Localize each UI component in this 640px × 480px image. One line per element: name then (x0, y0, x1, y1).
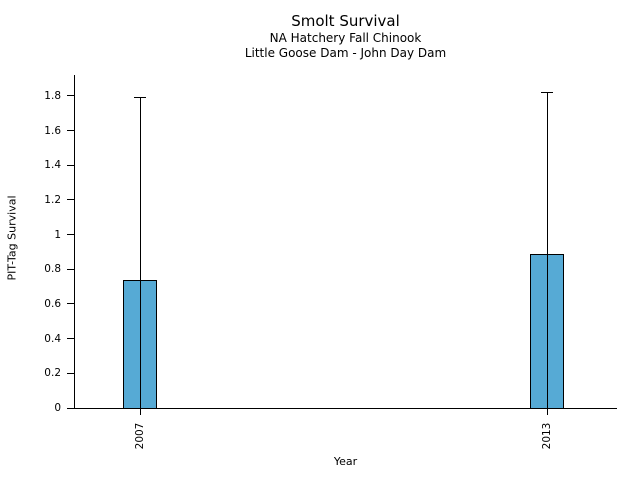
y-axis-tick (67, 130, 74, 131)
y-axis-tick-label: 0.4 (44, 332, 61, 345)
x-axis-spine (74, 408, 617, 409)
y-axis-tick (67, 372, 74, 374)
x-axis-label: Year (333, 455, 358, 468)
x-axis-tick (546, 409, 548, 415)
error-bar-cap (134, 97, 146, 99)
error-bar-cap (541, 91, 553, 93)
y-axis-tick-label: 1.8 (44, 89, 61, 102)
y-axis-tick (67, 407, 74, 409)
y-axis-tick (67, 268, 74, 270)
y-axis-tick (67, 303, 74, 305)
y-axis-tick-label: 0.2 (44, 367, 61, 380)
y-axis-spine (74, 75, 75, 409)
y-axis-tick-label: 0.6 (44, 297, 61, 310)
y-axis-tick-label: 1.4 (44, 159, 61, 172)
y-axis-tick-label: 1.6 (44, 124, 61, 137)
y-axis-tick (67, 234, 74, 236)
y-axis-tick (67, 199, 74, 201)
error-bar-line (139, 97, 141, 408)
x-axis-tick-label: 2007 (134, 422, 146, 450)
y-axis-tick (67, 95, 74, 97)
y-axis-tick-label: 0.8 (44, 263, 61, 276)
x-axis-tick-label: 2013 (541, 422, 553, 450)
chart-title: Smolt Survival (291, 12, 400, 30)
chart-subtitle-line2: Little Goose Dam - John Day Dam (244, 46, 447, 60)
y-axis-tick-label: 1 (54, 228, 61, 241)
y-axis-label: PIT-Tag Survival (5, 195, 19, 281)
y-axis-tick-label: 1.2 (44, 193, 61, 206)
error-bar-line (546, 92, 548, 408)
x-axis-tick (139, 409, 141, 415)
y-axis-tick (67, 164, 74, 166)
chart-subtitle-line1: NA Hatchery Fall Chinook (269, 31, 422, 45)
y-axis-tick (67, 338, 74, 340)
y-axis-tick-label: 0 (54, 402, 61, 414)
